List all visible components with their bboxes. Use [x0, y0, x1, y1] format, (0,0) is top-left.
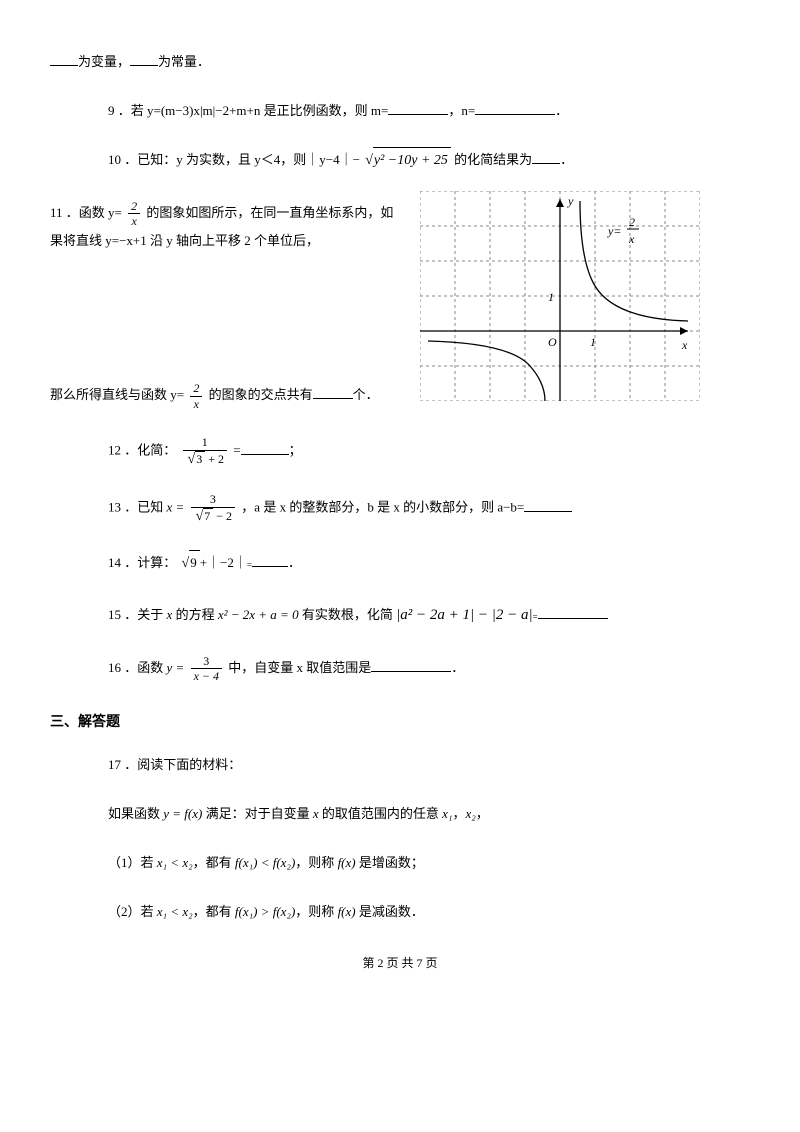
q12: 12 ．化简： 13 + 2 =；	[50, 435, 750, 468]
svg-text:x: x	[628, 232, 635, 246]
q17-s2: （2）若 x₁ < x₂，都有 f(x₁) > f(x₂)，则称 f(x) 是减…	[50, 900, 750, 925]
svg-text:y: y	[567, 194, 574, 208]
q10: 10 ．已知：y 为实数，且 y＜4，则｜y−4｜− y² −10y + 25 …	[50, 147, 750, 175]
q15: 15 ．关于 x 的方程 x² − 2x + a = 0 有实数根，化简 |a²…	[50, 601, 750, 630]
svg-text:1: 1	[548, 290, 554, 304]
q9: 9 ．若 y=(m−3)x|m|−2+m+n 是正比例函数，则 m=，n=．	[50, 99, 750, 124]
page-footer: 第 2 页 共 7 页	[50, 954, 750, 971]
svg-text:2: 2	[629, 215, 635, 229]
q16: 16 ．函数 y = 3x − 4 中，自变量 x 取值范围是．	[50, 654, 750, 684]
section-3-heading: 三、解答题	[50, 711, 750, 731]
top-a: 为变量，	[78, 54, 130, 69]
svg-text:y=: y=	[607, 224, 621, 238]
svg-text:O: O	[548, 335, 557, 349]
q17-s1: （1）若 x₁ < x₂，都有 f(x₁) < f(x₂)，则称 f(x) 是增…	[50, 851, 750, 876]
q17: 17 ．阅读下面的材料：	[50, 753, 750, 778]
top-b: 为常量．	[158, 54, 210, 69]
svg-text:1: 1	[590, 335, 596, 349]
graph: O 1 1 x y y= 2 x	[420, 191, 700, 405]
q17-p1: 如果函数 y = f(x) 满足：对于自变量 x 的取值范围内的任意 x₁，x₂…	[50, 802, 750, 827]
svg-text:x: x	[681, 338, 688, 352]
q14: 14 ．计算： 9+｜−2｜=．	[50, 550, 750, 578]
q13: 13 ．已知 x = 37 − 2 ，a 是 x 的整数部分，b 是 x 的小数…	[50, 492, 750, 525]
